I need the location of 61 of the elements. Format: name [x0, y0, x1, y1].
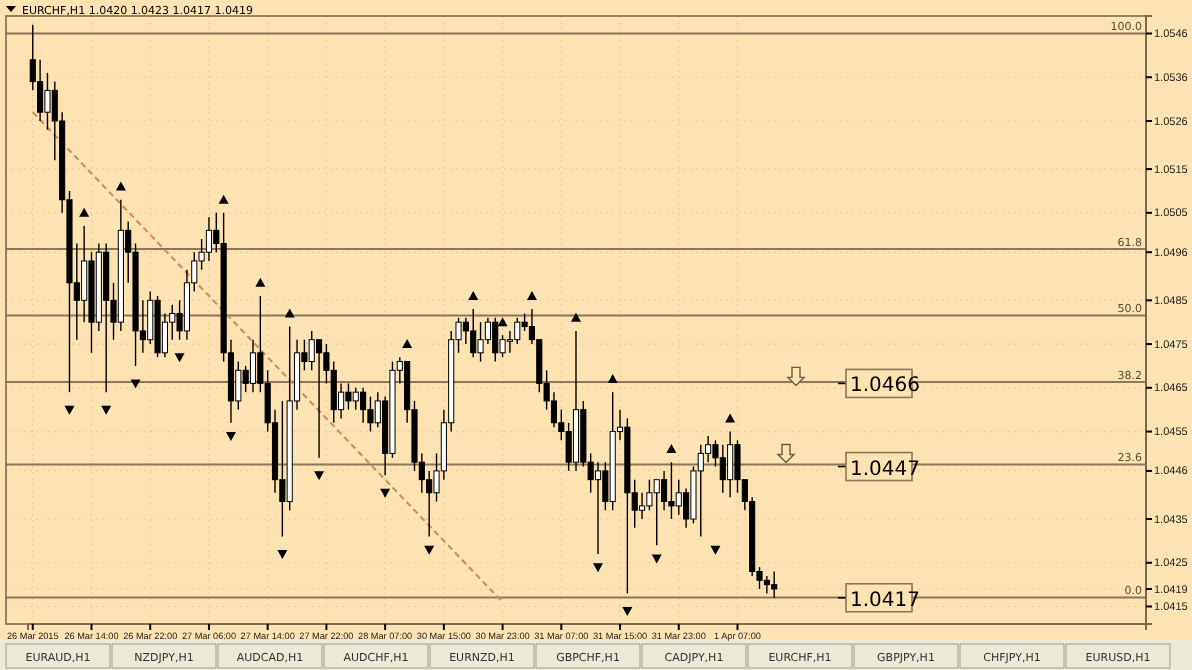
annotation: 1.0417 — [850, 589, 920, 612]
point — [174, 353, 185, 363]
point — [130, 379, 141, 389]
candlestick — [44, 72, 51, 131]
point — [255, 277, 266, 287]
point — [607, 374, 618, 384]
candlestick — [594, 461, 602, 555]
candlestick — [763, 575, 770, 595]
point — [218, 194, 229, 204]
candlestick — [235, 360, 242, 411]
candlestick — [147, 290, 154, 345]
candlestick — [345, 382, 352, 411]
point — [593, 563, 604, 573]
candlestick — [719, 443, 726, 494]
candlestick — [484, 317, 491, 345]
candlestick — [771, 570, 778, 599]
candlestick — [638, 492, 646, 520]
candlestick — [249, 338, 257, 393]
candlestick — [697, 443, 704, 538]
candlestick — [514, 317, 521, 345]
point — [380, 488, 391, 498]
point — [710, 545, 721, 555]
point — [570, 312, 581, 322]
point — [314, 471, 325, 481]
candlestick — [315, 338, 323, 459]
candlestick — [734, 439, 741, 494]
candlestick — [352, 387, 359, 411]
candlestick — [330, 360, 337, 424]
candlestick — [367, 395, 374, 433]
candlestick — [470, 308, 477, 358]
candlestick — [668, 461, 675, 520]
point — [115, 181, 126, 191]
point — [468, 290, 479, 300]
candlestick — [492, 317, 499, 363]
point — [79, 207, 90, 217]
candlestick — [477, 321, 484, 363]
candlestick — [37, 59, 44, 122]
candlestick — [675, 478, 682, 516]
point — [64, 405, 75, 415]
annotation: 1.0447 — [850, 458, 920, 481]
candlestick — [205, 216, 213, 262]
point — [424, 545, 435, 555]
annotation: 1.0466 — [850, 375, 920, 398]
point — [622, 606, 633, 616]
candlestick — [661, 470, 668, 511]
candlestick — [360, 387, 367, 424]
point — [497, 317, 508, 327]
point — [277, 550, 288, 560]
point — [225, 431, 236, 441]
point — [402, 339, 413, 349]
point — [101, 405, 112, 415]
point — [666, 444, 677, 454]
candlestick — [506, 330, 513, 354]
candlestick — [550, 391, 558, 428]
point — [526, 290, 537, 300]
point — [651, 554, 662, 564]
candlestick — [653, 478, 660, 546]
candlestick — [727, 430, 734, 498]
candlestick — [462, 317, 469, 345]
candlestick — [279, 400, 286, 538]
point — [725, 413, 736, 423]
